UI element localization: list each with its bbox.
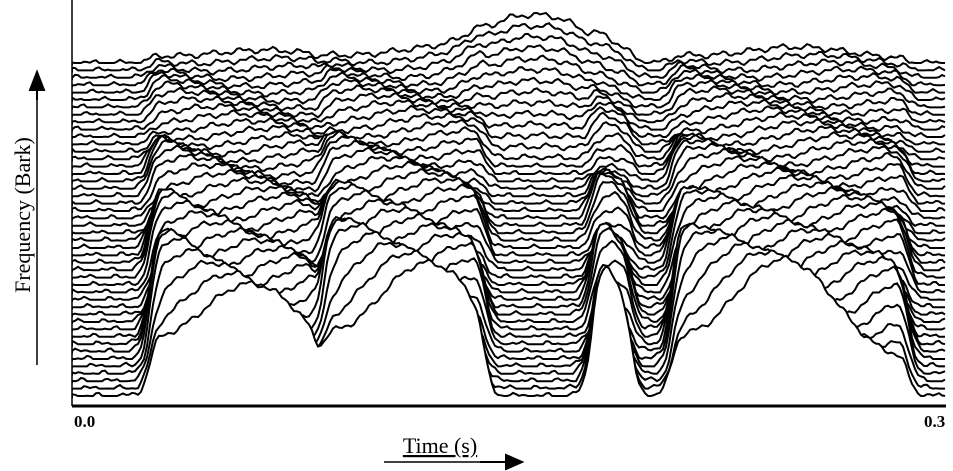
- trace-line: [72, 166, 945, 228]
- trace-line: [72, 174, 946, 236]
- y-arrow: [28, 69, 46, 100]
- trace-line: [72, 254, 946, 398]
- trace-line: [72, 11, 945, 65]
- x-tick-label: 0.0: [74, 412, 95, 431]
- trace-line: [72, 218, 946, 317]
- waterfall-lines: [72, 11, 946, 406]
- trace-line: [72, 125, 946, 162]
- x-arrow: [480, 453, 525, 471]
- x-tick-label: 0.3: [924, 412, 945, 431]
- y-axis-label: Frequency (Bark): [10, 137, 35, 293]
- trace-line: [72, 160, 946, 221]
- trace-line: [72, 54, 945, 95]
- trace-mask: [72, 255, 946, 406]
- trace-line: [72, 98, 946, 132]
- x-axis-label: Time (s): [403, 433, 477, 458]
- trace-line: [72, 84, 945, 117]
- trace-line: [72, 111, 945, 147]
- trace-line: [72, 76, 946, 110]
- trace-line: [72, 32, 946, 80]
- trace-line: [72, 131, 945, 169]
- trace-line: [72, 118, 945, 154]
- trace-line: [72, 66, 946, 102]
- trace-line: [72, 44, 946, 88]
- trace-line: [72, 104, 946, 139]
- trace-line: [72, 22, 946, 73]
